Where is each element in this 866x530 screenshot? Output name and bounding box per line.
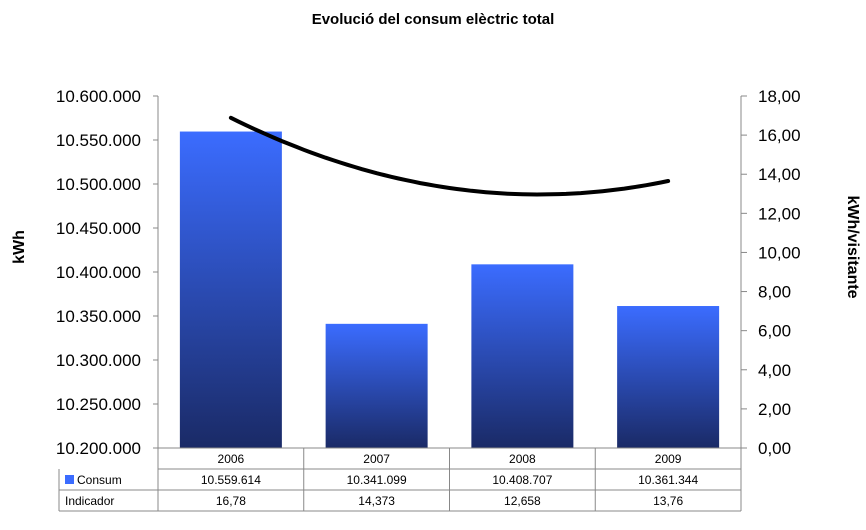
y-axis-title: kWh (11, 230, 28, 264)
category-label: 2009 (655, 452, 682, 466)
consum-legend-key (65, 475, 74, 484)
consum-value: 10.361.344 (638, 473, 698, 487)
left-tick-label: 10.200.000 (56, 439, 141, 458)
right-axis: 0,00 2,00 4,00 6,00 8,00 10,00 12,00 14,00 16,00… (740, 87, 801, 458)
right-tick-label: 10,00 (758, 243, 801, 262)
bar-2006 (179, 131, 282, 448)
indicador-value: 14,373 (358, 494, 395, 508)
indicador-value: 16,78 (216, 494, 246, 508)
category-label: 2006 (218, 452, 245, 466)
left-tick-label: 10.600.000 (56, 87, 141, 106)
trendline-series (228, 115, 671, 197)
consum-value: 10.408.707 (492, 473, 552, 487)
right-tick-label: 8,00 (758, 283, 791, 302)
left-axis: 10.200.000 10.250.000 10.300.000 10.350.000… (56, 87, 159, 458)
left-tick-label: 10.450.000 (56, 219, 141, 238)
right-tick-label: 12,00 (758, 204, 801, 223)
left-tick-label: 10.250.000 (56, 395, 141, 414)
chart-title: Evolució del consum elèctric total (312, 11, 555, 28)
left-tick-label: 10.400.000 (56, 263, 141, 282)
bar-2009 (617, 306, 720, 448)
left-tick-label: 10.350.000 (56, 307, 141, 326)
right-tick-label: 0,00 (758, 439, 791, 458)
consum-value: 10.341.099 (347, 473, 407, 487)
right-tick-label: 16,00 (758, 126, 801, 145)
bar-series (179, 131, 720, 448)
indicador-value: 13,76 (653, 494, 683, 508)
y2-axis-title: kWh/visitante (844, 195, 861, 298)
bar-2008 (471, 264, 574, 448)
right-tick-label: 2,00 (758, 400, 791, 419)
left-tick-label: 10.500.000 (56, 175, 141, 194)
indicador-trendline (228, 115, 671, 197)
left-tick-label: 10.300.000 (56, 351, 141, 370)
category-label: 2007 (363, 452, 390, 466)
bar-2007 (325, 323, 428, 448)
data-table: 2006 2007 2008 2009 Consum 10.559.614 10.341.0… (58, 447, 742, 512)
right-tick-label: 4,00 (758, 361, 791, 380)
right-tick-label: 18,00 (758, 87, 801, 106)
consum-value: 10.559.614 (201, 473, 261, 487)
consum-row-label: Consum (77, 473, 122, 487)
right-tick-label: 14,00 (758, 165, 801, 184)
indicador-value: 12,658 (504, 494, 541, 508)
left-tick-label: 10.550.000 (56, 131, 141, 150)
right-tick-label: 6,00 (758, 322, 791, 341)
indicador-row-label: Indicador (65, 494, 114, 508)
category-label: 2008 (509, 452, 536, 466)
